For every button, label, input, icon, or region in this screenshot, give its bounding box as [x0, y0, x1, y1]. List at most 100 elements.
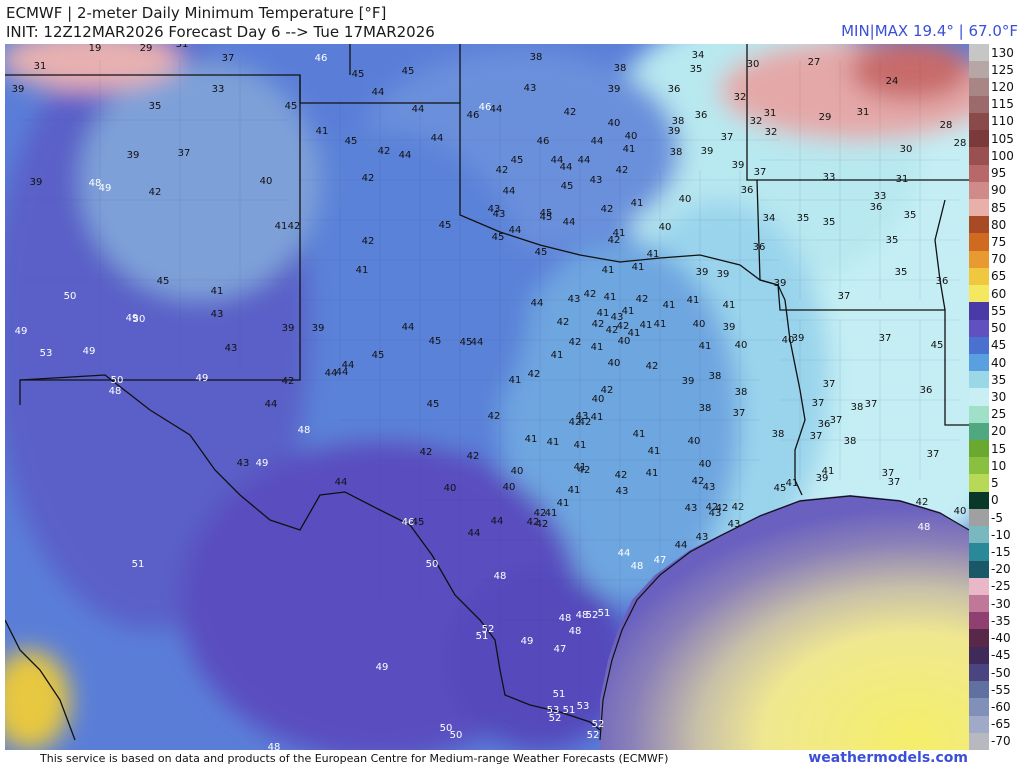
colorbar-tick-label: 90: [991, 183, 1007, 198]
temperature-value: 41: [648, 446, 661, 457]
colorbar-segment: [969, 422, 989, 441]
temperature-value: 42: [564, 107, 577, 118]
temperature-value: 51: [553, 689, 566, 700]
temperature-value: 41: [633, 429, 646, 440]
temperature-value: 41: [622, 306, 635, 317]
temperature-value: 47: [654, 555, 667, 566]
colorbar-strip: [969, 44, 989, 751]
temperature-value: 39: [696, 267, 709, 278]
colorbar-tick-label: -20: [991, 562, 1011, 577]
site-link[interactable]: weathermodels.com: [808, 750, 968, 766]
colorbar-segment: [969, 612, 989, 630]
temperature-value: 42: [732, 502, 745, 513]
colorbar-tick-label: -5: [991, 510, 1003, 525]
colorbar-segment: [969, 302, 989, 320]
temperature-value: 44: [399, 150, 412, 161]
colorbar-tick-label: -10: [991, 527, 1011, 542]
temperature-value: 52: [587, 730, 600, 741]
temperature-value: 49: [99, 183, 112, 194]
temperature-value: 48: [494, 571, 507, 582]
colorbar-tick-label: -15: [991, 544, 1011, 559]
colorbar-tick-label: 75: [991, 235, 1007, 250]
colorbar-segment: [969, 336, 989, 355]
temperature-value: 40: [735, 340, 748, 351]
temperature-value: 50: [133, 314, 146, 325]
temperature-value: 43: [524, 83, 537, 94]
temperature-value: 48: [109, 386, 122, 397]
temperature-value: 36: [920, 385, 933, 396]
temperature-value: 32: [765, 127, 778, 138]
gulf-of-mexico: [600, 495, 969, 750]
colorbar-tick-label: -40: [991, 631, 1011, 646]
temperature-value: 44: [336, 367, 349, 378]
colorbar-tick-label: 100: [991, 148, 1014, 163]
colorbar-segment: [969, 560, 989, 579]
temperature-value: 39: [608, 84, 621, 95]
temperature-value: 44: [471, 337, 484, 348]
colorbar-segment: [969, 130, 989, 148]
colorbar-segment: [969, 440, 989, 458]
colorbar-tick-label: 70: [991, 252, 1007, 267]
temperature-value: 36: [668, 84, 681, 95]
temperature-value: 30: [900, 144, 913, 155]
colorbar-tick-label: -50: [991, 665, 1011, 680]
temperature-value: 37: [879, 333, 892, 344]
temperature-value: 35: [690, 64, 703, 75]
temperature-value: 44: [509, 225, 522, 236]
temperature-value: 48: [89, 178, 102, 189]
temperature-value: 42: [528, 369, 541, 380]
temperature-value: 48: [569, 626, 582, 637]
temperature-value: 46: [467, 110, 480, 121]
temperature-value: 36: [818, 419, 831, 430]
temperature-value: 27: [808, 57, 821, 68]
temperature-value: 42: [149, 187, 162, 198]
temperature-value: 37: [830, 415, 843, 426]
temperature-value: 42: [536, 519, 549, 530]
temperature-value: 49: [126, 313, 139, 324]
ecmwf-credit: This service is based on data and produc…: [40, 752, 669, 765]
temperature-value: 52: [592, 719, 605, 730]
temperature-value: 36: [753, 242, 766, 253]
colorbar-tick-label: 5: [991, 476, 999, 491]
temperature-value: 42: [527, 517, 540, 528]
temperature-value: 38: [709, 371, 722, 382]
temperature-value: 42: [378, 146, 391, 157]
temperature-value: 42: [916, 497, 929, 508]
colorbar-tick-label: 0: [991, 493, 999, 508]
colorbar-segment: [969, 181, 989, 200]
temperature-value: 35: [149, 101, 162, 112]
temperature-value: 42: [282, 376, 295, 387]
temperature-value: 38: [670, 147, 683, 158]
temperature-value: 44: [551, 155, 564, 166]
temperature-map: 31 19 29 31 37 46 38 34 30 27 39 33 45 45 38 35 24 35 45 44…: [5, 44, 969, 750]
temperature-value: 43: [488, 204, 501, 215]
temperature-value: 39: [30, 177, 43, 188]
temperature-value: 43: [703, 482, 716, 493]
temperature-value: 42: [608, 235, 621, 246]
colorbar-segment: [969, 78, 989, 97]
colorbar-tick-label: 30: [991, 390, 1007, 404]
temperature-value: 48: [298, 425, 311, 436]
state-borders: [5, 44, 969, 741]
temperature-value: 51: [598, 608, 611, 619]
colorbar-tick-label: -70: [991, 734, 1011, 749]
temperature-value: 41: [316, 126, 329, 137]
temperature-value: 42: [617, 321, 630, 332]
temperature-value: 44: [325, 368, 338, 379]
temperature-value: 38: [844, 436, 857, 447]
temperature-value: 41: [591, 342, 604, 353]
temperature-value: 41: [786, 478, 799, 489]
temperature-value: 45: [535, 247, 548, 258]
temperature-value: 42: [579, 417, 592, 428]
temperature-value: 45: [372, 350, 385, 361]
temperature-value: 44: [560, 162, 573, 173]
temperature-value: 29: [140, 44, 153, 54]
temperature-value: 41: [356, 265, 369, 276]
temperature-value: 42: [488, 411, 501, 422]
colorbar-segment: [969, 577, 989, 596]
temperature-value: 49: [256, 458, 269, 469]
temperature-value: 43: [493, 209, 506, 220]
temperature-value: 49: [521, 636, 534, 647]
temperature-value: 41: [632, 262, 645, 273]
